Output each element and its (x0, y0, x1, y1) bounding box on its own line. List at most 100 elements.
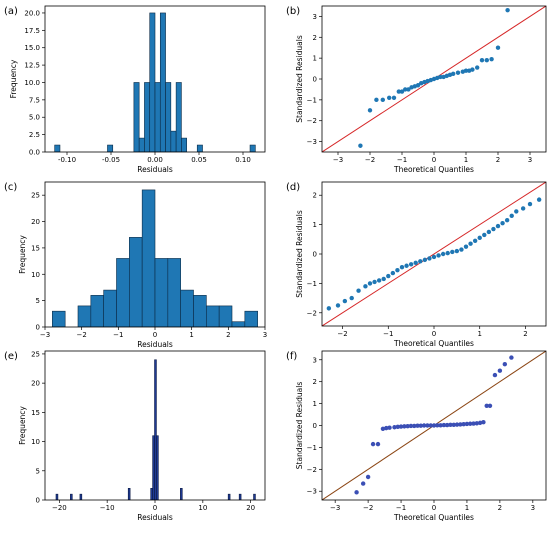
y-tick-label: 25 (31, 350, 40, 358)
bar (253, 493, 256, 500)
bar (103, 289, 117, 327)
x-tick-label: −20 (52, 504, 67, 512)
x-tick-label: 0 (153, 504, 157, 512)
data-point (358, 143, 363, 148)
bar (196, 144, 203, 152)
data-point (441, 422, 447, 428)
data-point (367, 108, 373, 113)
data-point (438, 423, 443, 428)
data-point (367, 281, 373, 286)
data-point (492, 372, 498, 378)
y-axis-label: Standardized Residuals (295, 35, 304, 123)
data-point (514, 209, 519, 214)
y-tick-label: 3 (313, 13, 317, 21)
data-point (418, 259, 423, 264)
bar (170, 130, 177, 152)
bar (231, 321, 246, 327)
x-axis-label: Theoretical Quantiles (393, 513, 474, 522)
x-tick-label: 0 (432, 330, 436, 338)
y-tick-label: 5 (36, 467, 40, 475)
x-tick-label: 0.05 (191, 156, 207, 164)
x-tick-label: 0.10 (235, 156, 251, 164)
y-axis-label: Frequency (18, 406, 27, 445)
y-tick-label: 1 (313, 55, 317, 63)
panel-label-e: (e) (4, 351, 18, 362)
data-point (412, 423, 417, 429)
data-point (405, 423, 410, 429)
data-point (448, 422, 453, 428)
data-point (520, 206, 526, 211)
data-point (408, 423, 414, 429)
data-point (470, 67, 475, 72)
y-tick-label: 3 (313, 356, 317, 364)
data-point (536, 197, 542, 202)
panel-a: (a) -0.10 -0.05 0.00 0.05 0.10 0.0 2.5 5.0 7.5 10… (4, 5, 266, 174)
x-tick-label: 0.00 (147, 156, 163, 164)
y-tick-label: 0 (36, 324, 40, 332)
data-point (468, 241, 473, 246)
x-tick-label: 10 (198, 504, 207, 512)
y-tick-label: −2 (307, 466, 317, 474)
panel-c: (c) −3 −2 −1 0 1 2 3 0 5 10 15 20 25 Residuals Frequen… (4, 181, 267, 349)
y-tick-label: 20.0 (24, 9, 40, 17)
plot-area (55, 359, 256, 500)
y-tick-label: −1 (307, 444, 317, 452)
data-point (427, 256, 432, 261)
panel-b: (b) −3 −2 −1 0 1 2 3 −3 −2 −1 0 1 2 3 Theoretical Quan… (286, 5, 547, 174)
x-tick-label: 3 (531, 504, 535, 512)
bar (227, 493, 231, 500)
data-point (436, 253, 441, 258)
data-point (484, 58, 489, 63)
data-point (445, 250, 450, 256)
x-tick-label: 0 (153, 331, 157, 339)
y-tick-label: −1 (307, 280, 317, 288)
panel-d: (d) −2 −1 0 1 2 −2 −1 0 1 2 Theoretical Quantiles S… (286, 181, 547, 348)
x-tick-label: −1 (113, 331, 123, 339)
bar (180, 488, 183, 500)
x-tick-label: −1 (396, 504, 406, 512)
x-tick-label: 3 (263, 331, 267, 339)
bar (180, 289, 194, 327)
y-tick-label: 12.5 (24, 62, 40, 70)
y-tick-label: 10.0 (24, 79, 40, 87)
histogram-c: −3 −2 −1 0 1 2 3 0 5 10 15 20 25 Residuals Frequency (18, 181, 267, 349)
y-axis-label: Standardized Residuals (295, 210, 304, 298)
x-tick-label: −3 (40, 331, 50, 339)
x-tick-label: 1 (477, 330, 481, 338)
panel-label-a: (a) (4, 6, 18, 17)
data-point (500, 220, 505, 226)
data-point (403, 87, 408, 92)
y-tick-label: −2 (307, 309, 317, 317)
data-point (395, 424, 400, 430)
data-point (380, 97, 385, 103)
data-point (438, 74, 443, 80)
data-point (474, 421, 480, 426)
data-point (502, 361, 508, 367)
data-point (458, 422, 463, 427)
y-tick-label: 15 (31, 244, 40, 252)
y-axis-label: Frequency (9, 59, 18, 98)
qq-plot-b: −3 −2 −1 0 1 2 3 −3 −2 −1 0 1 2 3 Theoretical Quantile… (295, 5, 547, 174)
data-point (477, 235, 482, 241)
data-point (380, 426, 386, 431)
histogram-e: −20 −10 0 10 20 0 5 10 15 20 25 Residuals Frequency (18, 350, 266, 522)
data-point (487, 403, 493, 408)
y-tick-label: 5 (36, 297, 40, 305)
data-point (395, 267, 400, 273)
data-point (435, 423, 440, 428)
bar (165, 82, 172, 152)
x-tick-label: 2 (226, 331, 230, 339)
data-point (431, 254, 437, 260)
data-point (374, 97, 379, 103)
data-point (450, 249, 455, 255)
y-tick-label: −1 (307, 96, 317, 104)
y-tick-label: −3 (307, 488, 317, 496)
bar (77, 305, 92, 327)
x-tick-label: −2 (337, 330, 347, 338)
plot-area (322, 351, 546, 500)
bar (127, 488, 131, 500)
x-tick-label: −2 (363, 504, 373, 512)
x-axis-label: Theoretical Quantiles (393, 165, 474, 174)
y-tick-label: 2 (313, 192, 317, 200)
